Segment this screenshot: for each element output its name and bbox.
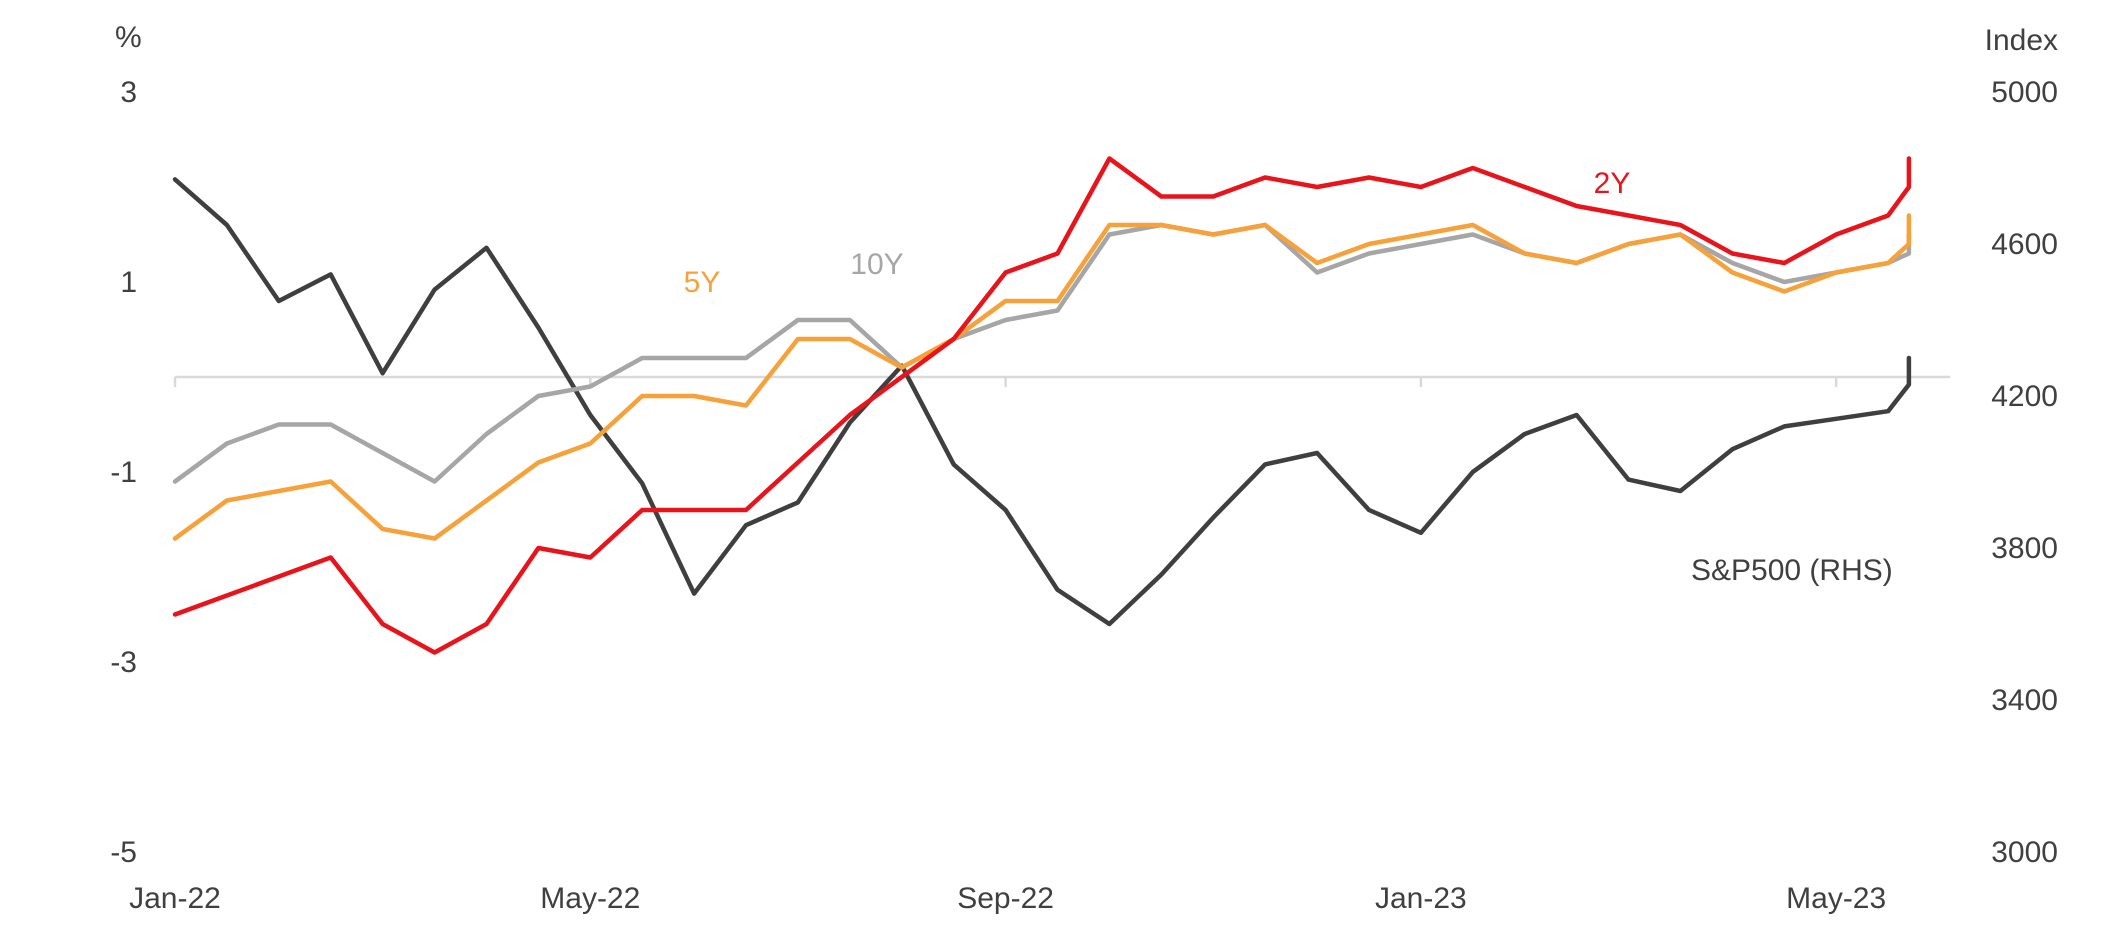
left-tick-label: 3 [120,76,137,109]
right-tick-label: 3400 [1991,684,2058,717]
x-tick-label: Jan-22 [129,882,221,915]
series-lines [172,156,1912,655]
right-tick-label: 3000 [1991,836,2058,869]
left-tick-label: -1 [110,456,137,489]
x-tick-label: Sep-22 [957,882,1054,915]
x-tick-label: May-22 [540,882,640,915]
series-label-10y: 10Y [850,248,903,281]
x-axis-tick-marks [173,377,1838,387]
x-axis-ticks: Jan-22 May-22 Sep-22 Jan-23 May-23 [129,882,1886,915]
x-tick-label: May-23 [1786,882,1886,915]
left-axis-unit: % [115,21,142,54]
series-label-2y: 2Y [1594,167,1631,200]
left-axis-ticks: 3 1 -1 -3 -5 [110,76,137,869]
series-labels: 2Y 5Y 10Y S&P500 (RHS) [684,167,1893,587]
left-tick-label: -3 [110,646,137,679]
series-label-5y: 5Y [684,266,721,299]
left-tick-label: 1 [120,266,137,299]
x-tick-label: Jan-23 [1375,882,1467,915]
series-line-2y [172,156,1912,655]
series-line-5y [172,213,1912,541]
right-tick-label: 4600 [1991,228,2058,261]
right-axis-ticks: 5000 4600 4200 3800 3400 3000 [1991,76,2058,869]
right-axis-unit: Index [1985,24,2058,57]
series-line-10y [172,222,1912,484]
right-tick-label: 3800 [1991,532,2058,565]
series-line-spx [172,177,1912,627]
right-tick-label: 5000 [1991,76,2058,109]
series-label-spx: S&P500 (RHS) [1691,554,1893,587]
left-tick-label: -5 [110,836,137,869]
right-tick-label: 4200 [1991,380,2058,413]
